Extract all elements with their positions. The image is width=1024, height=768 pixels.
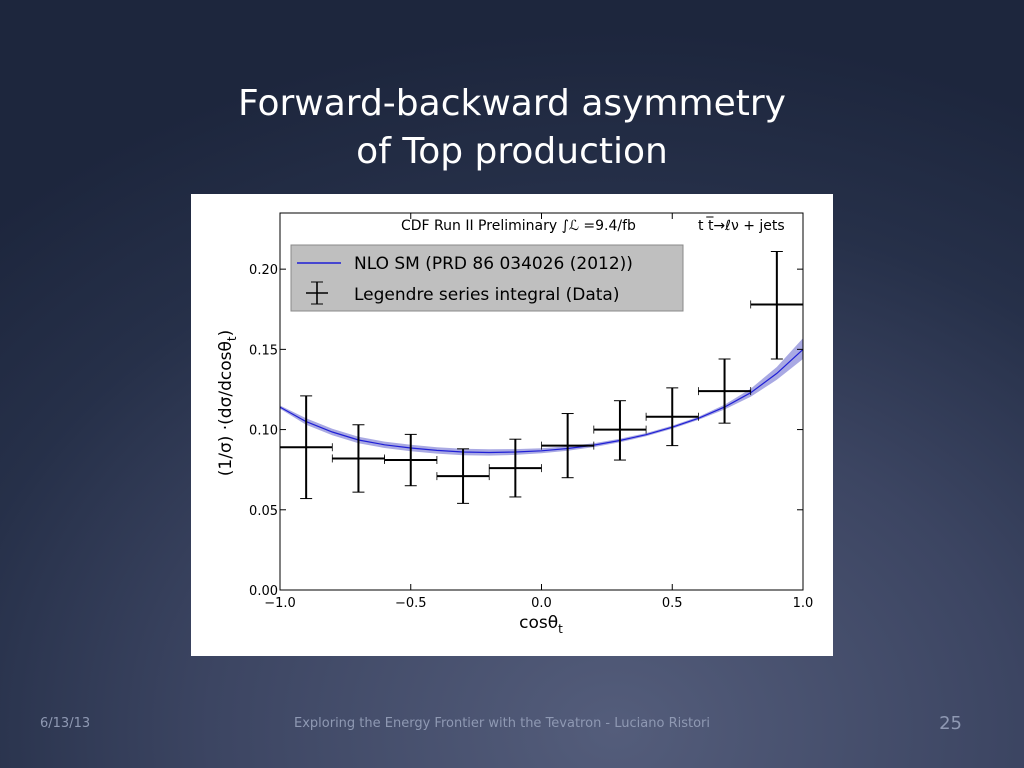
y-tick-label: 0.20: [249, 263, 278, 278]
x-axis-label-main: cosθ: [519, 613, 558, 633]
data-point: [593, 400, 647, 461]
x-tick-label: 0.5: [662, 596, 683, 611]
chart-svg: −1.0 −0.5 0.0 0.5 1.0 0.00 0.05 0.10 0.15 0.20 CD…: [216, 212, 814, 636]
legend-box: [290, 244, 684, 312]
chart-annotation: CDF Run II Preliminary ∫ℒ =9.4/fb: [401, 218, 636, 234]
y-axis-label-close: ): [216, 330, 236, 337]
y-axis-label-main: (1/σ) ·(dσ/dcosθ: [216, 341, 236, 476]
data-point: [645, 387, 699, 447]
slide-title-line-2: of Top production: [356, 131, 668, 172]
y-tick-label: 0.05: [249, 504, 278, 519]
y-axis-label: (1/σ) ·(dσ/dcosθt): [216, 330, 239, 476]
legend: NLO SM (PRD 86 034026 (2012)) Legendre s…: [290, 244, 684, 312]
page-number: 25: [939, 713, 962, 734]
x-tick-label: 0.0: [531, 596, 552, 611]
data-point: [436, 448, 490, 504]
legend-entry-theory: NLO SM (PRD 86 034026 (2012)): [354, 254, 633, 274]
y-tick-label: 0.15: [249, 343, 278, 358]
x-axis-label: cosθt: [519, 613, 563, 636]
x-axis-label-sub: t: [558, 622, 563, 636]
y-tick-label: 0.00: [249, 584, 278, 599]
legend-entry-data: Legendre series integral (Data): [354, 285, 619, 305]
slide-title: Forward-backward asymmetry of Top produc…: [0, 80, 1024, 176]
legend-data-swatch: [306, 281, 328, 305]
y-axis-label-sub: t: [225, 336, 239, 341]
data-point: [541, 413, 595, 479]
data-point: [697, 358, 752, 424]
footer-date: 6/13/13: [40, 716, 91, 731]
data-point: [384, 433, 438, 487]
data-point: [750, 251, 804, 360]
data-point: [488, 438, 542, 498]
theory-line: [279, 348, 804, 454]
footer-text: Exploring the Energy Frontier with the T…: [294, 716, 710, 731]
channel-label: t t̅→ℓν + jets: [698, 216, 785, 234]
chart-figure: −1.0 −0.5 0.0 0.5 1.0 0.00 0.05 0.10 0.15 0.20 CD…: [191, 194, 833, 656]
slide-title-line-1: Forward-backward asymmetry: [238, 83, 786, 124]
x-tick-label: −0.5: [395, 596, 427, 611]
x-tick-label: −1.0: [264, 596, 296, 611]
y-tick-label: 0.10: [249, 424, 278, 439]
x-tick-label: 1.0: [793, 596, 814, 611]
